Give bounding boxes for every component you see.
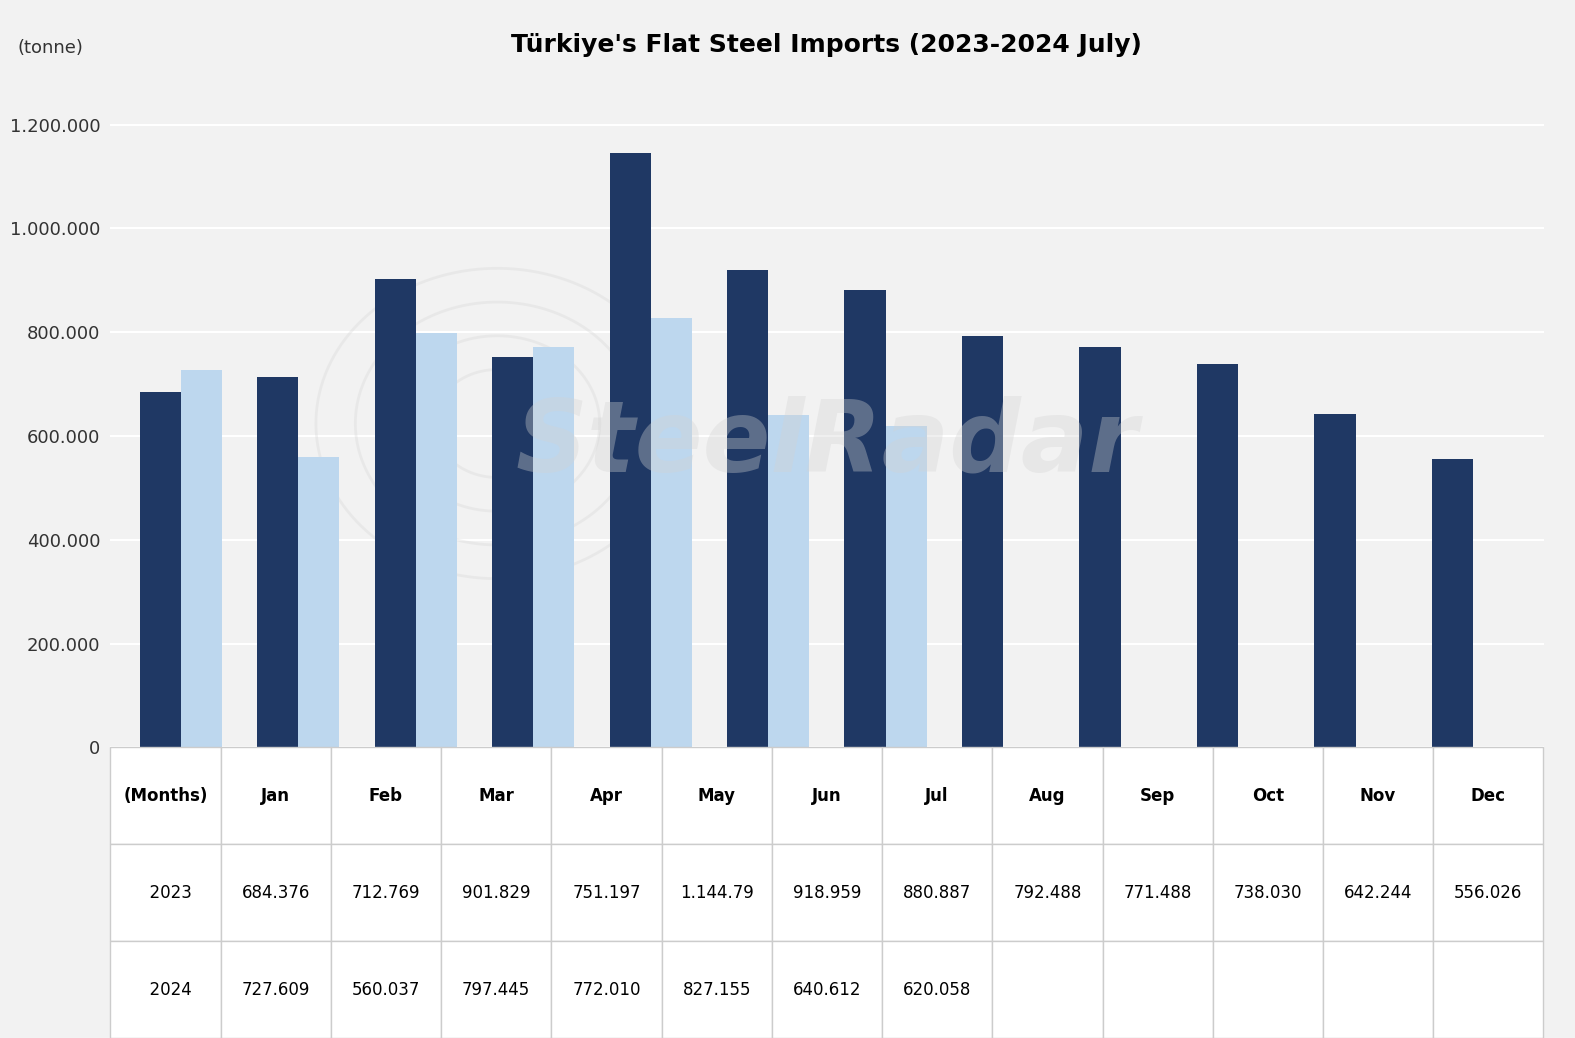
Bar	[1315, 414, 1356, 747]
Bar	[534, 347, 575, 747]
Bar	[416, 333, 457, 747]
Bar	[962, 336, 1003, 747]
Bar	[728, 271, 769, 747]
Bar	[140, 392, 181, 747]
Bar	[610, 154, 650, 747]
Text: (tonne): (tonne)	[17, 38, 83, 57]
Bar	[1079, 347, 1120, 747]
Bar	[769, 415, 810, 747]
Bar	[844, 291, 885, 747]
Bar	[257, 378, 298, 747]
Text: SteelRadar: SteelRadar	[515, 395, 1139, 492]
Bar	[375, 279, 416, 747]
Bar	[1197, 364, 1238, 747]
Bar	[885, 426, 926, 747]
Bar	[491, 357, 534, 747]
Title: Türkiye's Flat Steel Imports (2023-2024 July): Türkiye's Flat Steel Imports (2023-2024 …	[512, 33, 1142, 57]
Bar	[298, 457, 339, 747]
Bar	[1432, 459, 1473, 747]
Bar	[650, 318, 691, 747]
Bar	[181, 370, 222, 747]
